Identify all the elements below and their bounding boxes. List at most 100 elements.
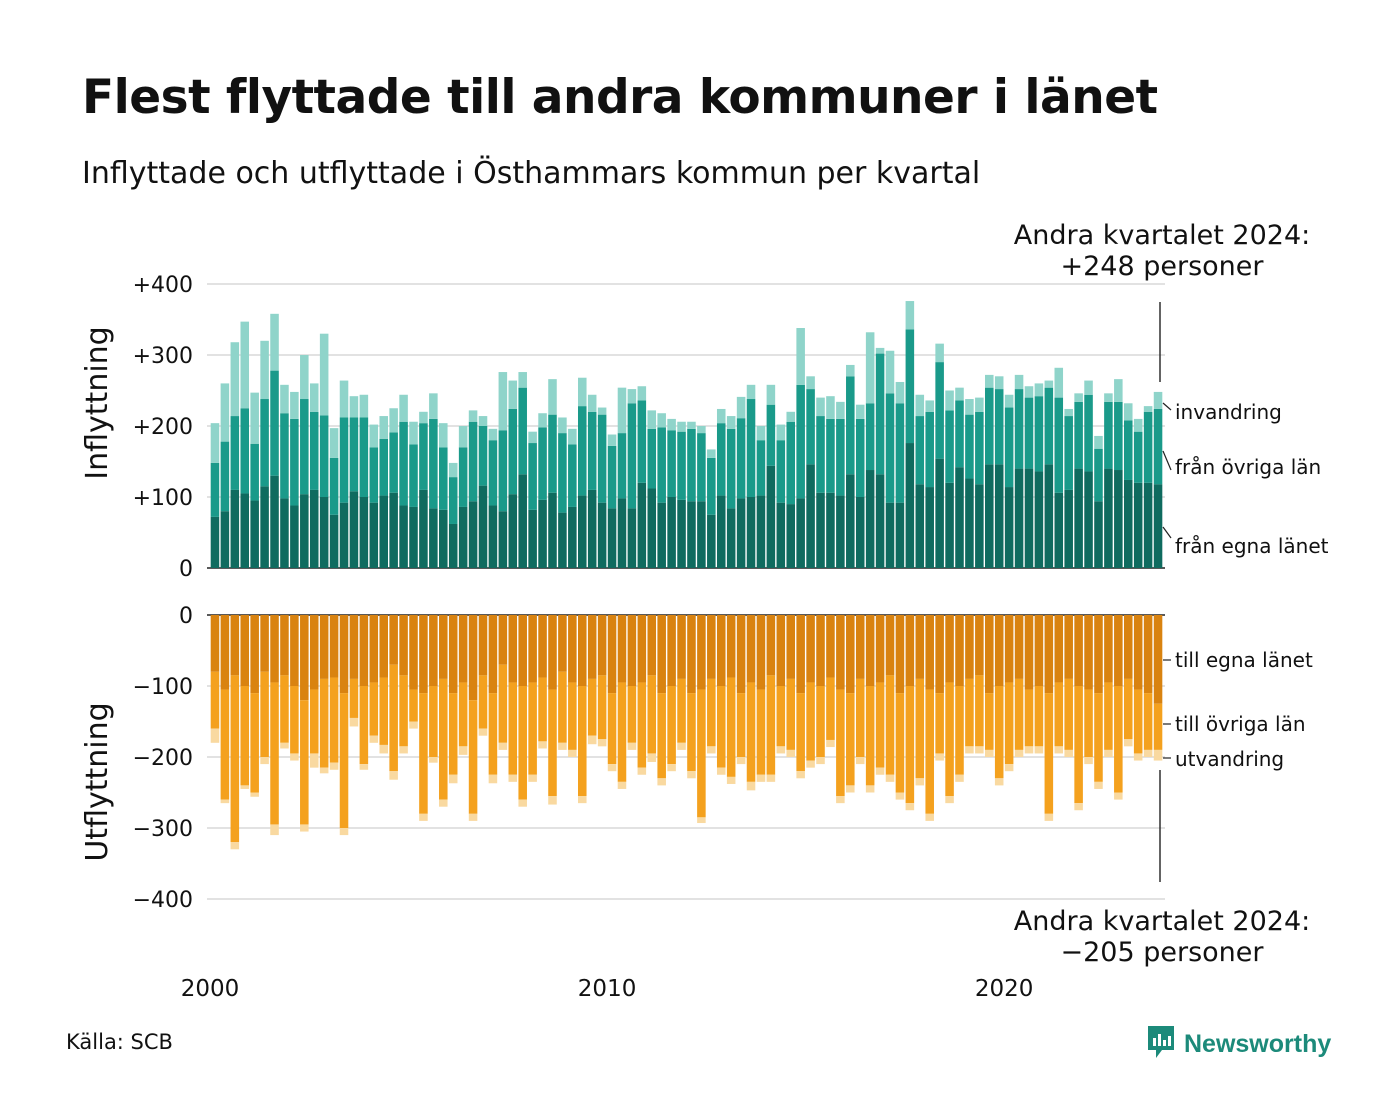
bar-segment <box>270 682 279 825</box>
bar-segment <box>736 418 746 499</box>
bar-segment <box>518 686 527 800</box>
bar-segment <box>667 764 676 772</box>
bar-segment <box>836 615 845 690</box>
bar-segment <box>389 615 398 665</box>
bar-segment <box>657 413 666 428</box>
bar-segment <box>657 502 666 568</box>
bar-segment <box>925 487 934 568</box>
bar-segment <box>1024 746 1034 754</box>
bar-segment <box>448 523 458 568</box>
bar-segment <box>1014 749 1024 757</box>
bar-segment <box>240 785 250 789</box>
bar-segment <box>607 434 617 446</box>
bar-segment <box>1123 615 1133 679</box>
bar-segment <box>895 381 905 404</box>
bar-segment <box>955 615 964 686</box>
bar-segment <box>1123 403 1133 421</box>
bar-segment <box>488 774 498 784</box>
bar-segment <box>707 746 716 754</box>
bar-segment <box>816 416 825 493</box>
bar-segment <box>677 742 686 750</box>
bar-segment <box>945 796 954 804</box>
bar-segment <box>260 399 269 487</box>
bar-segment <box>657 615 666 694</box>
bar-segment <box>994 778 1004 786</box>
bar-segment <box>220 383 230 442</box>
legend-label: utvandring <box>1175 747 1284 771</box>
bar-segment <box>627 508 637 568</box>
bar-segment <box>627 686 637 743</box>
bar-segment <box>290 615 299 686</box>
bar-segment <box>846 615 855 694</box>
chart-bubble-icon <box>1146 1024 1176 1064</box>
bar-segment <box>578 615 587 686</box>
bar-segment <box>716 408 726 424</box>
bar-segment <box>1034 746 1044 754</box>
bar-segment <box>875 347 885 354</box>
bar-segment <box>885 774 895 782</box>
bar-segment <box>826 492 835 568</box>
bar-segment <box>210 516 220 568</box>
bar-segment <box>498 615 508 665</box>
bar-segment <box>1064 489 1073 568</box>
bar-segment <box>359 686 369 765</box>
bar-segment <box>776 440 786 503</box>
bar-segment <box>439 615 448 679</box>
bar-segment <box>558 671 567 743</box>
bar-segment <box>1074 468 1083 568</box>
bar-segment <box>1114 401 1123 471</box>
bar-segment <box>329 615 339 678</box>
bar-segment <box>836 495 845 568</box>
bar-segment <box>1024 689 1034 747</box>
bar-segment <box>766 615 776 676</box>
annotation-text: Andra kvartalet 2024: <box>1014 220 1310 251</box>
bar-segment <box>786 615 796 679</box>
x-tick-label: 2020 <box>975 976 1034 1002</box>
bar-segment <box>846 376 855 475</box>
bar-segment <box>647 615 657 676</box>
bar-segment <box>290 391 299 419</box>
bar-segment <box>935 362 944 459</box>
bar-segment <box>597 615 607 676</box>
bar-segment <box>1074 401 1083 469</box>
bar-segment <box>1064 678 1073 750</box>
bar-segment <box>548 615 557 690</box>
bar-segment <box>855 418 865 497</box>
bar-segment <box>399 505 408 568</box>
bar-segment <box>439 509 448 568</box>
bar-segment <box>240 493 250 568</box>
brand-name: Newsworthy <box>1184 1029 1332 1058</box>
bar-segment <box>687 771 696 779</box>
y-tick-label: 0 <box>179 604 193 629</box>
bar-segment <box>965 678 974 747</box>
bar-segment <box>488 615 498 694</box>
bar-segment <box>726 428 736 509</box>
bar-segment <box>409 721 418 729</box>
bar-segment <box>1084 471 1093 568</box>
bar-segment <box>349 396 359 418</box>
bar-segment <box>697 501 706 568</box>
bar-segment <box>1104 468 1113 568</box>
bar-segment <box>458 447 468 507</box>
bar-segment <box>846 693 855 786</box>
bar-segment <box>379 416 388 439</box>
bar-segment <box>1123 739 1133 747</box>
bar-segment <box>677 499 686 568</box>
bar-segment <box>746 781 756 791</box>
bar-segment <box>716 495 726 568</box>
bar-segment <box>290 505 299 568</box>
bar-segment <box>290 753 299 761</box>
bar-segment <box>260 671 269 757</box>
bar-segment <box>607 508 617 568</box>
bar-segment <box>1044 380 1054 388</box>
bar-segment <box>369 615 379 683</box>
bar-segment <box>1044 387 1054 465</box>
bar-segment <box>826 615 835 678</box>
bar-segment <box>240 686 250 786</box>
y-axis-label: Inflyttning <box>80 326 115 479</box>
bar-segment <box>429 508 438 568</box>
bar-segment <box>240 615 250 686</box>
annotation-text: −205 personer <box>1060 937 1264 968</box>
bar-segment <box>1133 753 1143 761</box>
bar-segment <box>468 410 478 422</box>
